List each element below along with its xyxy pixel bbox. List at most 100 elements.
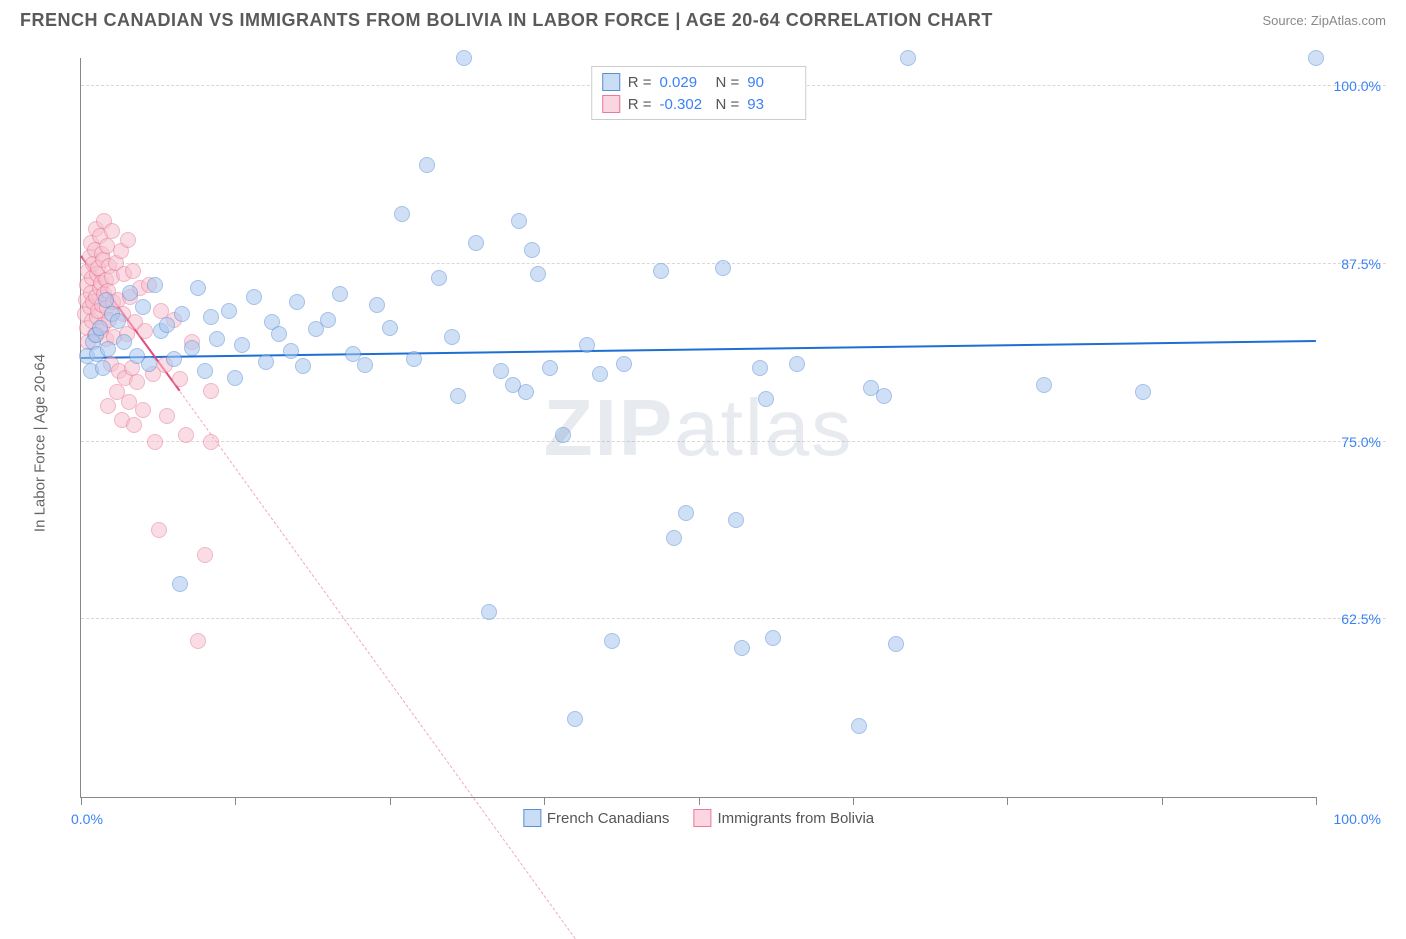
data-point (382, 320, 398, 336)
data-point (190, 280, 206, 296)
data-point (110, 313, 126, 329)
x-tick (544, 797, 545, 805)
x-tick (699, 797, 700, 805)
swatch-blue (523, 809, 541, 827)
data-point (159, 317, 175, 333)
gridline (81, 263, 1386, 264)
data-point (666, 530, 682, 546)
data-point (431, 270, 447, 286)
data-point (184, 340, 200, 356)
y-tick-label: 100.0% (1334, 78, 1381, 94)
data-point (616, 356, 632, 372)
data-point (524, 242, 540, 258)
data-point (174, 306, 190, 322)
swatch-pink (693, 809, 711, 827)
data-point (406, 351, 422, 367)
data-point (92, 320, 108, 336)
legend-item-1: French Canadians (523, 809, 670, 827)
data-point (715, 260, 731, 276)
data-point (203, 434, 219, 450)
legend-item-2: Immigrants from Bolivia (693, 809, 874, 827)
source-label: Source: ZipAtlas.com (1262, 13, 1386, 28)
data-point (197, 363, 213, 379)
data-point (135, 299, 151, 315)
data-point (567, 711, 583, 727)
data-point (258, 354, 274, 370)
data-point (209, 331, 225, 347)
watermark: ZIPatlas (544, 382, 853, 474)
data-point (888, 636, 904, 652)
data-point (468, 235, 484, 251)
title-bar: FRENCH CANADIAN VS IMMIGRANTS FROM BOLIV… (0, 0, 1406, 37)
x-tick (390, 797, 391, 805)
data-point (851, 718, 867, 734)
chart-title: FRENCH CANADIAN VS IMMIGRANTS FROM BOLIV… (20, 10, 993, 31)
data-point (104, 223, 120, 239)
data-point (1135, 384, 1151, 400)
data-point (734, 640, 750, 656)
data-point (592, 366, 608, 382)
data-point (876, 388, 892, 404)
data-point (604, 633, 620, 649)
scatter-plot: ZIPatlas R = 0.029 N = 90 R = -0.302 N =… (80, 58, 1316, 798)
data-point (116, 334, 132, 350)
data-point (765, 630, 781, 646)
data-point (100, 398, 116, 414)
data-point (579, 337, 595, 353)
data-point (203, 309, 219, 325)
data-point (203, 383, 219, 399)
y-tick-label: 75.0% (1341, 434, 1381, 450)
data-point (518, 384, 534, 400)
x-tick (853, 797, 854, 805)
data-point (653, 263, 669, 279)
data-point (122, 285, 138, 301)
data-point (283, 343, 299, 359)
data-point (369, 297, 385, 313)
data-point (419, 157, 435, 173)
data-point (758, 391, 774, 407)
data-point (1036, 377, 1052, 393)
data-point (172, 371, 188, 387)
x-tick (1162, 797, 1163, 805)
data-point (357, 357, 373, 373)
data-point (227, 370, 243, 386)
data-point (120, 232, 136, 248)
x-tick (235, 797, 236, 805)
data-point (542, 360, 558, 376)
data-point (511, 213, 527, 229)
data-point (141, 356, 157, 372)
legend-row-1: R = 0.029 N = 90 (602, 71, 796, 93)
data-point (450, 388, 466, 404)
y-tick-label: 62.5% (1341, 611, 1381, 627)
data-point (530, 266, 546, 282)
data-point (320, 312, 336, 328)
data-point (1308, 50, 1324, 66)
data-point (246, 289, 262, 305)
data-point (728, 512, 744, 528)
data-point (752, 360, 768, 376)
data-point (159, 408, 175, 424)
data-point (456, 50, 472, 66)
data-point (332, 286, 348, 302)
data-point (221, 303, 237, 319)
data-point (147, 434, 163, 450)
data-point (126, 417, 142, 433)
x-tick (1316, 797, 1317, 805)
data-point (289, 294, 305, 310)
data-point (555, 427, 571, 443)
data-point (481, 604, 497, 620)
data-point (271, 326, 287, 342)
x-axis-max-label: 100.0% (1334, 811, 1381, 827)
data-point (444, 329, 460, 345)
data-point (135, 402, 151, 418)
data-point (151, 522, 167, 538)
y-axis-title: In Labor Force | Age 20-64 (32, 354, 49, 532)
data-point (197, 547, 213, 563)
x-axis-min-label: 0.0% (71, 811, 103, 827)
data-point (394, 206, 410, 222)
data-point (789, 356, 805, 372)
data-point (678, 505, 694, 521)
gridline (81, 618, 1386, 619)
data-point (166, 351, 182, 367)
chart-area: In Labor Force | Age 20-64 ZIPatlas R = … (50, 48, 1386, 838)
